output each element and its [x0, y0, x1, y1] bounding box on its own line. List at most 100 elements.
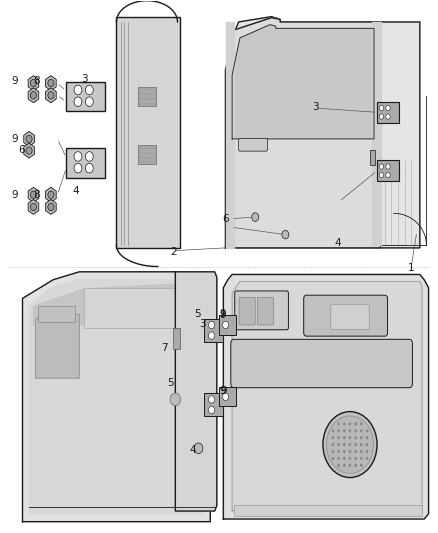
Circle shape — [337, 457, 340, 460]
Circle shape — [349, 464, 351, 467]
Bar — [219, 387, 237, 406]
Circle shape — [323, 411, 377, 478]
Circle shape — [48, 203, 54, 211]
Circle shape — [208, 395, 215, 403]
Circle shape — [337, 450, 340, 453]
FancyBboxPatch shape — [258, 297, 274, 325]
Polygon shape — [175, 272, 217, 511]
Bar — [204, 393, 223, 416]
FancyBboxPatch shape — [235, 291, 288, 330]
Circle shape — [170, 393, 180, 406]
Bar — [117, 17, 180, 248]
Circle shape — [85, 85, 93, 95]
Polygon shape — [33, 284, 198, 325]
Bar — [234, 505, 422, 516]
Text: 4: 4 — [73, 186, 80, 196]
FancyBboxPatch shape — [239, 139, 268, 151]
Circle shape — [337, 422, 340, 425]
Circle shape — [349, 443, 351, 446]
Circle shape — [343, 450, 346, 453]
Circle shape — [354, 464, 357, 467]
Circle shape — [343, 429, 346, 432]
Circle shape — [366, 450, 368, 453]
Circle shape — [30, 191, 36, 198]
Circle shape — [354, 450, 357, 453]
Bar — [204, 319, 223, 342]
Circle shape — [194, 443, 203, 454]
Circle shape — [349, 457, 351, 460]
Bar — [84, 288, 191, 328]
Circle shape — [366, 457, 368, 460]
Text: 9: 9 — [219, 386, 226, 397]
Circle shape — [26, 135, 32, 143]
Text: 3: 3 — [81, 75, 88, 84]
Circle shape — [354, 443, 357, 446]
Circle shape — [343, 464, 346, 467]
Circle shape — [332, 443, 334, 446]
FancyBboxPatch shape — [66, 82, 106, 111]
Circle shape — [360, 450, 363, 453]
Circle shape — [349, 422, 351, 425]
Circle shape — [379, 164, 384, 169]
Circle shape — [343, 422, 346, 425]
Polygon shape — [226, 18, 381, 248]
Circle shape — [343, 443, 346, 446]
Circle shape — [337, 436, 340, 439]
Circle shape — [386, 106, 390, 111]
Circle shape — [48, 79, 54, 87]
Circle shape — [354, 422, 357, 425]
Circle shape — [360, 457, 363, 460]
Polygon shape — [372, 22, 381, 245]
Polygon shape — [232, 281, 422, 511]
Circle shape — [332, 429, 334, 432]
Circle shape — [208, 321, 215, 329]
Circle shape — [386, 114, 390, 119]
Circle shape — [48, 92, 54, 99]
Circle shape — [208, 406, 215, 414]
Circle shape — [332, 450, 334, 453]
Bar — [219, 316, 237, 335]
Text: 9: 9 — [11, 77, 18, 86]
Text: 3: 3 — [199, 319, 206, 329]
Circle shape — [343, 457, 346, 460]
Circle shape — [349, 436, 351, 439]
Circle shape — [48, 191, 54, 198]
Circle shape — [366, 436, 368, 439]
Circle shape — [30, 203, 36, 211]
Circle shape — [349, 429, 351, 432]
Circle shape — [354, 429, 357, 432]
Text: 4: 4 — [335, 238, 341, 248]
Text: 8: 8 — [33, 190, 40, 200]
Text: 9: 9 — [11, 134, 18, 144]
Circle shape — [360, 443, 363, 446]
FancyBboxPatch shape — [239, 297, 255, 325]
FancyBboxPatch shape — [231, 340, 413, 387]
Circle shape — [337, 429, 340, 432]
Text: 9: 9 — [11, 190, 18, 200]
Polygon shape — [29, 280, 203, 514]
Circle shape — [332, 436, 334, 439]
Circle shape — [208, 332, 215, 340]
Polygon shape — [232, 25, 374, 139]
Circle shape — [85, 152, 93, 161]
Text: 5: 5 — [194, 309, 201, 319]
Text: 6: 6 — [223, 214, 230, 224]
Circle shape — [282, 230, 289, 239]
Text: 1: 1 — [408, 263, 414, 272]
Circle shape — [326, 416, 374, 473]
Circle shape — [354, 457, 357, 460]
Polygon shape — [223, 274, 428, 519]
Bar — [173, 328, 180, 349]
Circle shape — [379, 114, 384, 119]
FancyBboxPatch shape — [304, 295, 388, 336]
Circle shape — [360, 436, 363, 439]
Bar — [138, 87, 155, 106]
Bar — [377, 102, 399, 123]
Circle shape — [332, 457, 334, 460]
Circle shape — [337, 464, 340, 467]
Text: 4: 4 — [190, 445, 196, 455]
Polygon shape — [226, 22, 234, 248]
Circle shape — [349, 450, 351, 453]
Circle shape — [386, 172, 390, 177]
Circle shape — [343, 436, 346, 439]
